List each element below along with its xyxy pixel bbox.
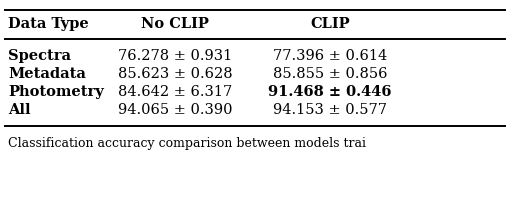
Text: 94.065 ± 0.390: 94.065 ± 0.390 [118,103,232,117]
Text: 84.642 ± 6.317: 84.642 ± 6.317 [118,85,232,99]
Text: 94.153 ± 0.577: 94.153 ± 0.577 [272,103,386,117]
Text: CLIP: CLIP [309,17,349,31]
Text: Data Type: Data Type [8,17,89,31]
Text: 76.278 ± 0.931: 76.278 ± 0.931 [118,49,232,63]
Text: All: All [8,103,31,117]
Text: Spectra: Spectra [8,49,71,63]
Text: Metadata: Metadata [8,67,86,81]
Text: Classification accuracy comparison between models trai: Classification accuracy comparison betwe… [8,138,365,150]
Text: 77.396 ± 0.614: 77.396 ± 0.614 [272,49,386,63]
Text: 85.623 ± 0.628: 85.623 ± 0.628 [118,67,232,81]
Text: 85.855 ± 0.856: 85.855 ± 0.856 [272,67,386,81]
Text: Photometry: Photometry [8,85,103,99]
Text: 91.468 ± 0.446: 91.468 ± 0.446 [268,85,391,99]
Text: No CLIP: No CLIP [141,17,209,31]
